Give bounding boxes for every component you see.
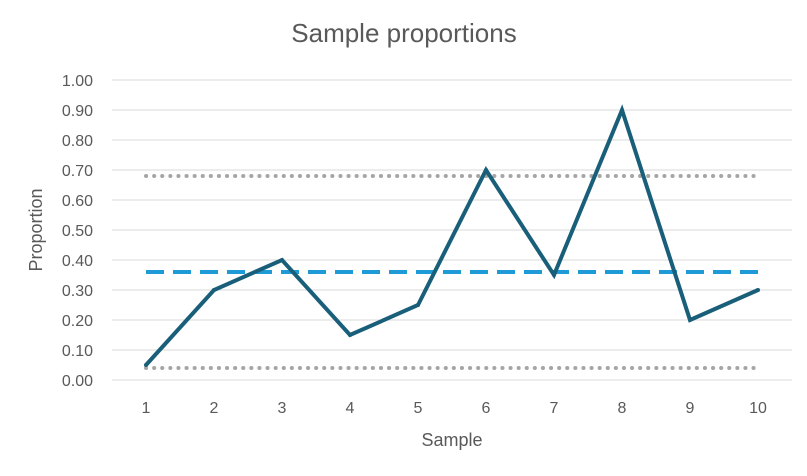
y-tick-label: 0.30	[62, 283, 93, 300]
x-tick-label: 7	[550, 400, 559, 417]
y-tick-label: 0.50	[62, 223, 93, 240]
x-tick-label: 4	[346, 400, 355, 417]
data-point	[756, 288, 760, 292]
data-point	[144, 363, 148, 367]
x-tick-label: 5	[414, 400, 423, 417]
x-tick-label: 6	[482, 400, 491, 417]
y-tick-label: 0.90	[62, 103, 93, 120]
y-tick-label: 0.40	[62, 253, 93, 270]
x-tick-label: 10	[749, 400, 767, 417]
y-axis-ticks: 0.00 0.10 0.20 0.30 0.40 0.50 0.60 0.70 0.80 0.90…	[62, 73, 93, 390]
x-axis-ticks: 1 2 3 4 5 6 7 8 9 10	[142, 400, 767, 417]
y-tick-label: 1.00	[62, 73, 93, 90]
x-tick-label: 9	[686, 400, 695, 417]
data-point	[484, 168, 488, 172]
x-tick-label: 8	[618, 400, 627, 417]
y-tick-label: 0.80	[62, 133, 93, 150]
x-tick-label: 3	[278, 400, 287, 417]
y-tick-label: 0.60	[62, 193, 93, 210]
x-tick-label: 2	[210, 400, 219, 417]
data-point	[552, 273, 556, 277]
data-point	[212, 288, 216, 292]
y-tick-label: 0.70	[62, 163, 93, 180]
data-point	[688, 318, 692, 322]
data-point	[620, 108, 624, 112]
proportion-line	[144, 104, 759, 367]
chart-title: Sample proportions	[291, 18, 516, 48]
data-point	[280, 258, 284, 262]
x-axis-title: Sample	[421, 430, 482, 450]
data-point	[348, 333, 352, 337]
y-tick-label: 0.00	[62, 373, 93, 390]
y-axis-title: Proportion	[26, 188, 46, 271]
x-tick-label: 1	[142, 400, 151, 417]
gridlines	[112, 79, 792, 381]
y-tick-label: 0.10	[62, 343, 93, 360]
series-group	[144, 104, 760, 370]
y-tick-label: 0.20	[62, 313, 93, 330]
data-point	[416, 303, 420, 307]
